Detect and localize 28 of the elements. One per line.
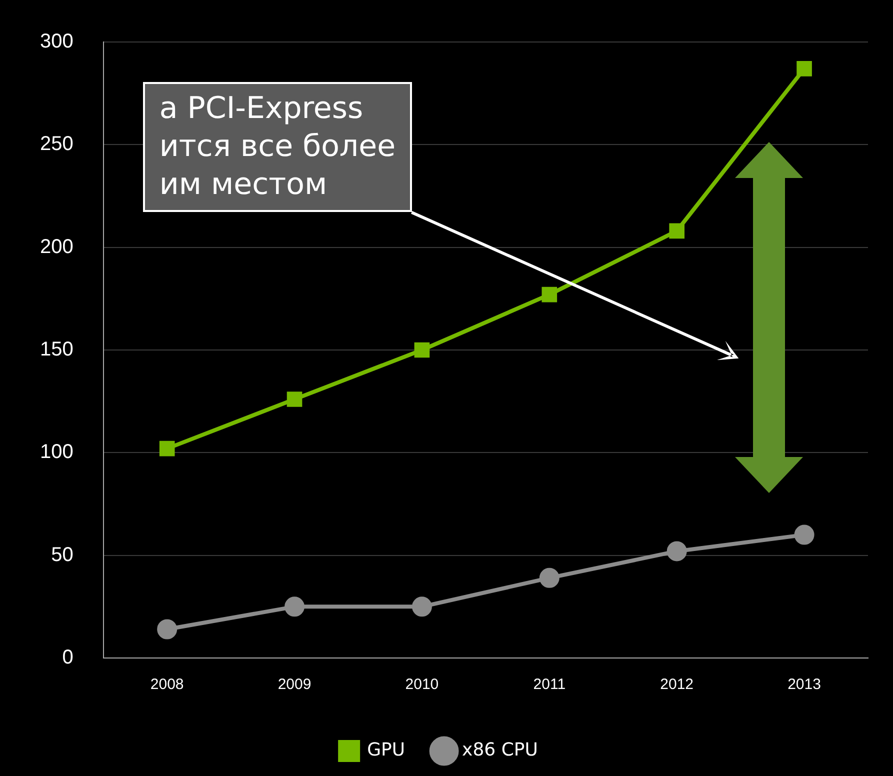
point <box>159 440 175 456</box>
x-tick-label: 2012 <box>660 676 694 694</box>
point <box>286 392 302 407</box>
point <box>669 223 684 239</box>
point <box>412 596 432 617</box>
point <box>284 596 305 617</box>
annotation: а PCI-Express ится все более им местом <box>143 82 412 212</box>
y-tick-label: 100 <box>40 441 74 464</box>
point <box>414 342 430 358</box>
x-tick-label: 2011 <box>533 676 566 694</box>
point <box>539 568 560 588</box>
x-tick-label: 2010 <box>405 676 439 694</box>
legend-label: GPU <box>367 740 406 761</box>
x-tick-label: 2008 <box>150 676 184 694</box>
y-tick-label: 200 <box>40 236 74 258</box>
point <box>794 524 814 545</box>
point <box>542 286 558 302</box>
point <box>157 619 178 640</box>
y-tick-label: 300 <box>40 30 74 53</box>
y-tick-label: 250 <box>40 133 74 156</box>
legend-label: x86 CPU <box>462 740 538 761</box>
y-tick-label: 150 <box>40 338 74 361</box>
y-tick-label: 0 <box>62 646 74 669</box>
point <box>796 61 812 76</box>
x-tick-label: 2009 <box>278 676 312 694</box>
x-tick-label: 2013 <box>788 676 821 694</box>
y-tick-label: 50 <box>51 544 74 566</box>
point <box>666 541 687 562</box>
